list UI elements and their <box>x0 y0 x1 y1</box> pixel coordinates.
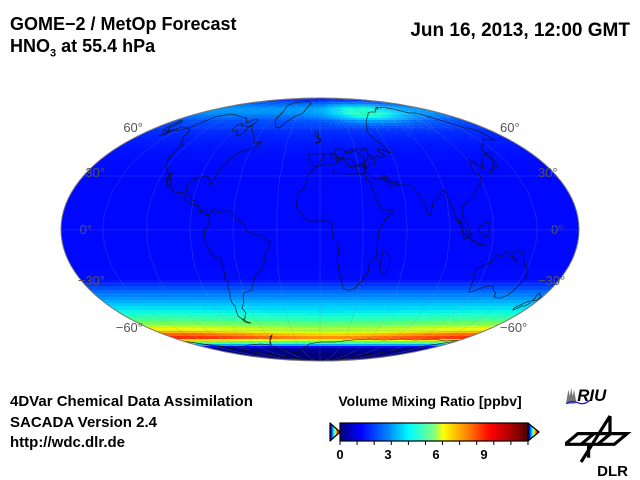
svg-text:6: 6 <box>432 447 439 462</box>
svg-text:30°: 30° <box>538 165 558 180</box>
svg-text:−30°: −30° <box>538 273 565 288</box>
svg-text:0: 0 <box>336 447 343 462</box>
svg-text:0°: 0° <box>80 222 92 237</box>
svg-text:60°: 60° <box>500 120 520 135</box>
svg-text:−60°: −60° <box>500 320 527 335</box>
svg-text:−60°: −60° <box>116 320 143 335</box>
svg-text:30°: 30° <box>85 165 105 180</box>
svg-text:−30°: −30° <box>78 273 105 288</box>
svg-text:DLR: DLR <box>597 463 628 480</box>
svg-text:9: 9 <box>480 447 487 462</box>
svg-text:60°: 60° <box>123 120 143 135</box>
svg-text:RIU: RIU <box>577 386 607 405</box>
svg-text:0°: 0° <box>551 222 563 237</box>
svg-text:3: 3 <box>384 447 391 462</box>
